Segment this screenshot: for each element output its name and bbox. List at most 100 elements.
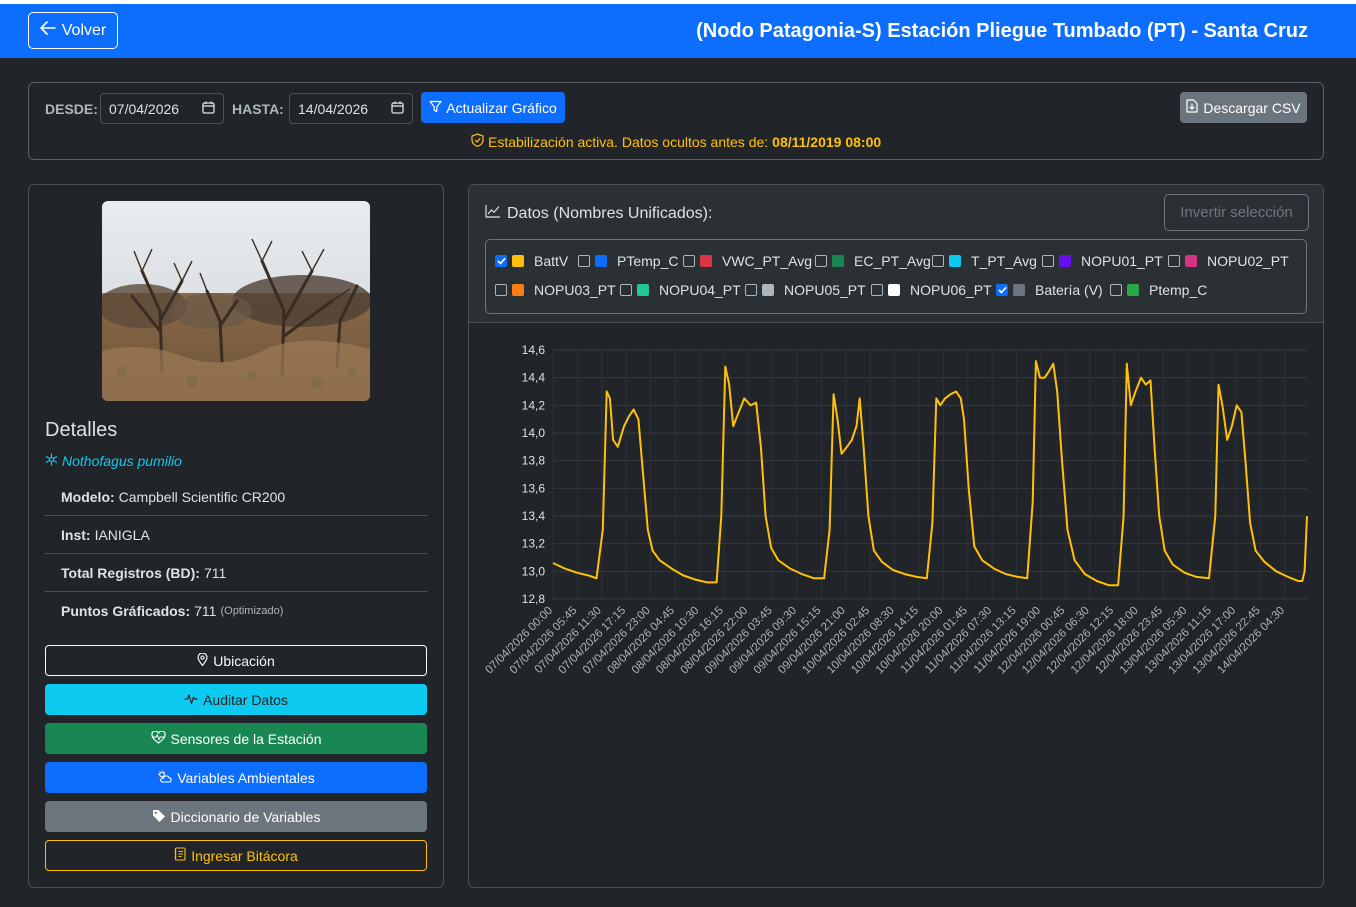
cloud-sun-icon <box>157 770 172 786</box>
series-toggle-nopu05-pt[interactable]: NOPU05_PT <box>745 282 866 298</box>
plotted-points-note: (Optimizado) <box>220 605 284 617</box>
series-checkbox[interactable] <box>932 255 944 267</box>
series-toggle-vwc-pt-avg[interactable]: VWC_PT_Avg <box>683 253 812 269</box>
environmental-variables-button[interactable]: Variables Ambientales <box>45 762 427 793</box>
location-button[interactable]: Ubicación <box>45 645 427 676</box>
stabilization-text: Estabilización activa. Datos ocultos ant… <box>488 133 769 150</box>
series-color-swatch <box>762 284 774 296</box>
audit-data-button[interactable]: Auditar Datos <box>45 684 427 715</box>
series-checkbox[interactable] <box>578 255 590 267</box>
from-date-input[interactable]: 07/04/2026 <box>100 93 224 124</box>
y-tick-label: 14,0 <box>522 426 546 440</box>
series-label: Batería (V) <box>1035 282 1103 298</box>
species-name: Nothofagus pumilio <box>45 453 182 469</box>
update-chart-button[interactable]: Actualizar Gráfico <box>421 92 565 123</box>
chart-card: Datos (Nombres Unificados): Invertir sel… <box>468 184 1324 888</box>
y-tick-label: 13,4 <box>522 509 546 523</box>
plotted-points-row: Puntos Gráficados: 711 (Optimizado) <box>45 592 427 630</box>
series-color-swatch <box>595 255 607 267</box>
audit-data-label: Auditar Datos <box>203 691 288 708</box>
inst-row: Inst: IANIGLA <box>45 516 427 554</box>
series-line-battv <box>552 360 1308 587</box>
variable-dictionary-button[interactable]: Diccionario de Variables <box>45 801 427 832</box>
series-label: PTemp_C <box>617 253 679 269</box>
series-checkbox[interactable] <box>1042 255 1054 267</box>
series-checkbox[interactable] <box>815 255 827 267</box>
from-date-value: 07/04/2026 <box>109 100 180 117</box>
series-toggle-nopu04-pt[interactable]: NOPU04_PT <box>620 282 741 298</box>
series-label: BattV <box>534 253 569 269</box>
map-pin-icon <box>197 651 208 669</box>
series-toggle-t-pt-avg[interactable]: T_PT_Avg <box>932 253 1037 269</box>
series-checkbox[interactable] <box>745 284 757 296</box>
series-toggle-nopu02-pt[interactable]: NOPU02_PT <box>1168 253 1289 269</box>
shield-check-icon <box>471 133 484 150</box>
pulse-icon <box>184 692 198 708</box>
back-button[interactable]: Volver <box>28 12 118 49</box>
series-checkbox[interactable] <box>495 255 507 267</box>
download-csv-label: Descargar CSV <box>1203 99 1301 116</box>
series-label: NOPU03_PT <box>534 282 616 298</box>
variable-dictionary-label: Diccionario de Variables <box>170 808 321 825</box>
series-color-swatch <box>700 255 712 267</box>
y-tick-label: 12,8 <box>522 592 546 606</box>
stabilization-notice: Estabilización activa. Datos ocultos ant… <box>471 133 881 150</box>
invert-selection-button[interactable]: Invertir selección <box>1164 194 1309 231</box>
series-label: T_PT_Avg <box>971 253 1037 269</box>
series-toggle-nopu01-pt[interactable]: NOPU01_PT <box>1042 253 1163 269</box>
station-details-card: Detalles Nothofagus pumilio Modelo: Camp… <box>28 184 444 888</box>
series-label: NOPU05_PT <box>784 282 866 298</box>
series-color-swatch <box>1059 255 1071 267</box>
series-label: Ptemp_C <box>1149 282 1208 298</box>
line-chart-icon <box>485 204 501 223</box>
series-checkbox[interactable] <box>996 284 1008 296</box>
series-checkbox[interactable] <box>620 284 632 296</box>
file-download-icon <box>1186 99 1198 116</box>
series-label: NOPU06_PT <box>910 282 992 298</box>
series-label: NOPU01_PT <box>1081 253 1163 269</box>
stabilization-date: 08/11/2019 08:00 <box>772 133 882 150</box>
inst-value: IANIGLA <box>94 526 150 543</box>
update-chart-label: Actualizar Gráfico <box>446 99 557 116</box>
series-checkbox[interactable] <box>871 284 883 296</box>
station-photo <box>102 201 370 401</box>
series-toggle-ptemp-c[interactable]: PTemp_C <box>578 253 678 269</box>
download-csv-button[interactable]: Descargar CSV <box>1180 92 1307 123</box>
details-title: Detalles <box>45 419 118 441</box>
series-color-swatch <box>888 284 900 296</box>
series-toggle-ptemp-c[interactable]: Ptemp_C <box>1110 282 1207 298</box>
log-entry-button[interactable]: Ingresar Bitácora <box>45 840 427 871</box>
series-toggle-nopu06-pt[interactable]: NOPU06_PT <box>871 282 992 298</box>
inst-label: Inst: <box>61 526 91 543</box>
date-filter-card: DESDE: 07/04/2026 HASTA: 14/04/2026 Actu… <box>28 82 1324 160</box>
y-tick-label: 13,8 <box>522 454 546 468</box>
series-toggle-ec-pt-avg[interactable]: EC_PT_Avg <box>815 253 931 269</box>
total-records-label: Total Registros (BD): <box>61 564 200 581</box>
total-records-value: 711 <box>203 564 227 581</box>
series-toggle-nopu03-pt[interactable]: NOPU03_PT <box>495 282 616 298</box>
y-tick-label: 13,0 <box>522 564 546 578</box>
series-toggle-bater-a-v[interactable]: Batería (V) <box>996 282 1103 298</box>
y-tick-label: 14,6 <box>522 343 546 357</box>
series-label: NOPU02_PT <box>1207 253 1289 269</box>
series-toggle-battv[interactable]: BattV <box>495 253 568 269</box>
series-checkbox[interactable] <box>1168 255 1180 267</box>
calendar-icon[interactable] <box>391 101 404 117</box>
series-label: NOPU04_PT <box>659 282 741 298</box>
series-color-swatch <box>949 255 961 267</box>
page-title: (Nodo Patagonia-S) Estación Pliegue Tumb… <box>696 20 1308 42</box>
to-date-input[interactable]: 14/04/2026 <box>289 93 413 124</box>
series-checkbox[interactable] <box>1110 284 1122 296</box>
y-tick-label: 14,4 <box>522 371 546 385</box>
series-checkbox[interactable] <box>683 255 695 267</box>
series-color-swatch <box>637 284 649 296</box>
station-sensors-button[interactable]: Sensores de la Estación <box>45 723 427 754</box>
top-navbar: Volver (Nodo Patagonia-S) Estación Plieg… <box>0 0 1356 58</box>
location-label: Ubicación <box>213 652 275 669</box>
series-color-swatch <box>1127 284 1139 296</box>
model-label: Modelo: <box>61 488 115 505</box>
calendar-icon[interactable] <box>202 101 215 117</box>
chart-card-header: Datos (Nombres Unificados): Invertir sel… <box>469 185 1323 323</box>
battery-voltage-chart: 12,8 13,0 13,2 13,4 13,6 13,8 14,0 14,2 14,4 14,6… <box>483 343 1308 676</box>
series-checkbox[interactable] <box>495 284 507 296</box>
